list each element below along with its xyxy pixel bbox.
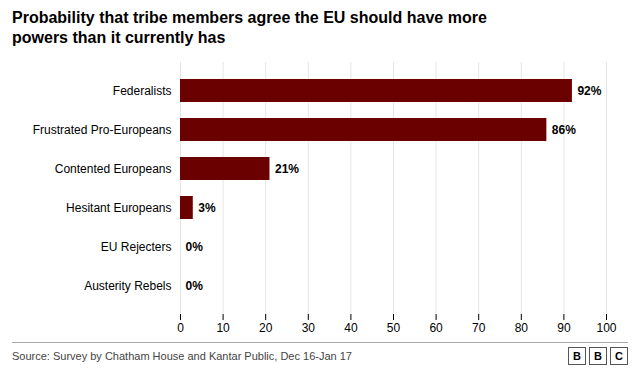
svg-text:0: 0: [177, 321, 184, 335]
svg-text:80: 80: [515, 321, 529, 335]
html-text:Probability that tribe members: Probability that tribe members agree the…: [12, 9, 487, 46]
svg-text:Federalists: Federalists: [113, 84, 172, 98]
svg-text:0%: 0%: [186, 279, 204, 293]
svg-text:30: 30: [302, 321, 316, 335]
svg-text:90: 90: [557, 321, 571, 335]
svg-text:Contented Europeans: Contented Europeans: [55, 162, 172, 176]
svg-text:Austerity Rebels: Austerity Rebels: [84, 279, 171, 293]
svg-text:86%: 86%: [552, 123, 576, 137]
html-text:C: C: [615, 350, 623, 362]
html-text:B: B: [594, 350, 602, 362]
svg-text:70: 70: [472, 321, 486, 335]
svg-text:Hesitant Europeans: Hesitant Europeans: [66, 201, 171, 215]
svg-text:21%: 21%: [275, 162, 299, 176]
html-text:Source: Survey by Chatham Hous: Source: Survey by Chatham House and Kant…: [12, 350, 352, 362]
svg-text:3%: 3%: [198, 201, 216, 215]
svg-text:60: 60: [429, 321, 443, 335]
svg-text:100: 100: [596, 321, 616, 335]
svg-text:EU Rejecters: EU Rejecters: [101, 240, 172, 254]
html-text:B: B: [573, 350, 581, 362]
svg-text:20: 20: [259, 321, 273, 335]
svg-text:0%: 0%: [186, 240, 204, 254]
svg-text:Frustrated Pro-Europeans: Frustrated Pro-Europeans: [33, 123, 172, 137]
svg-text:10: 10: [216, 321, 230, 335]
svg-text:50: 50: [387, 321, 401, 335]
svg-text:92%: 92%: [577, 84, 601, 98]
svg-text:40: 40: [344, 321, 358, 335]
